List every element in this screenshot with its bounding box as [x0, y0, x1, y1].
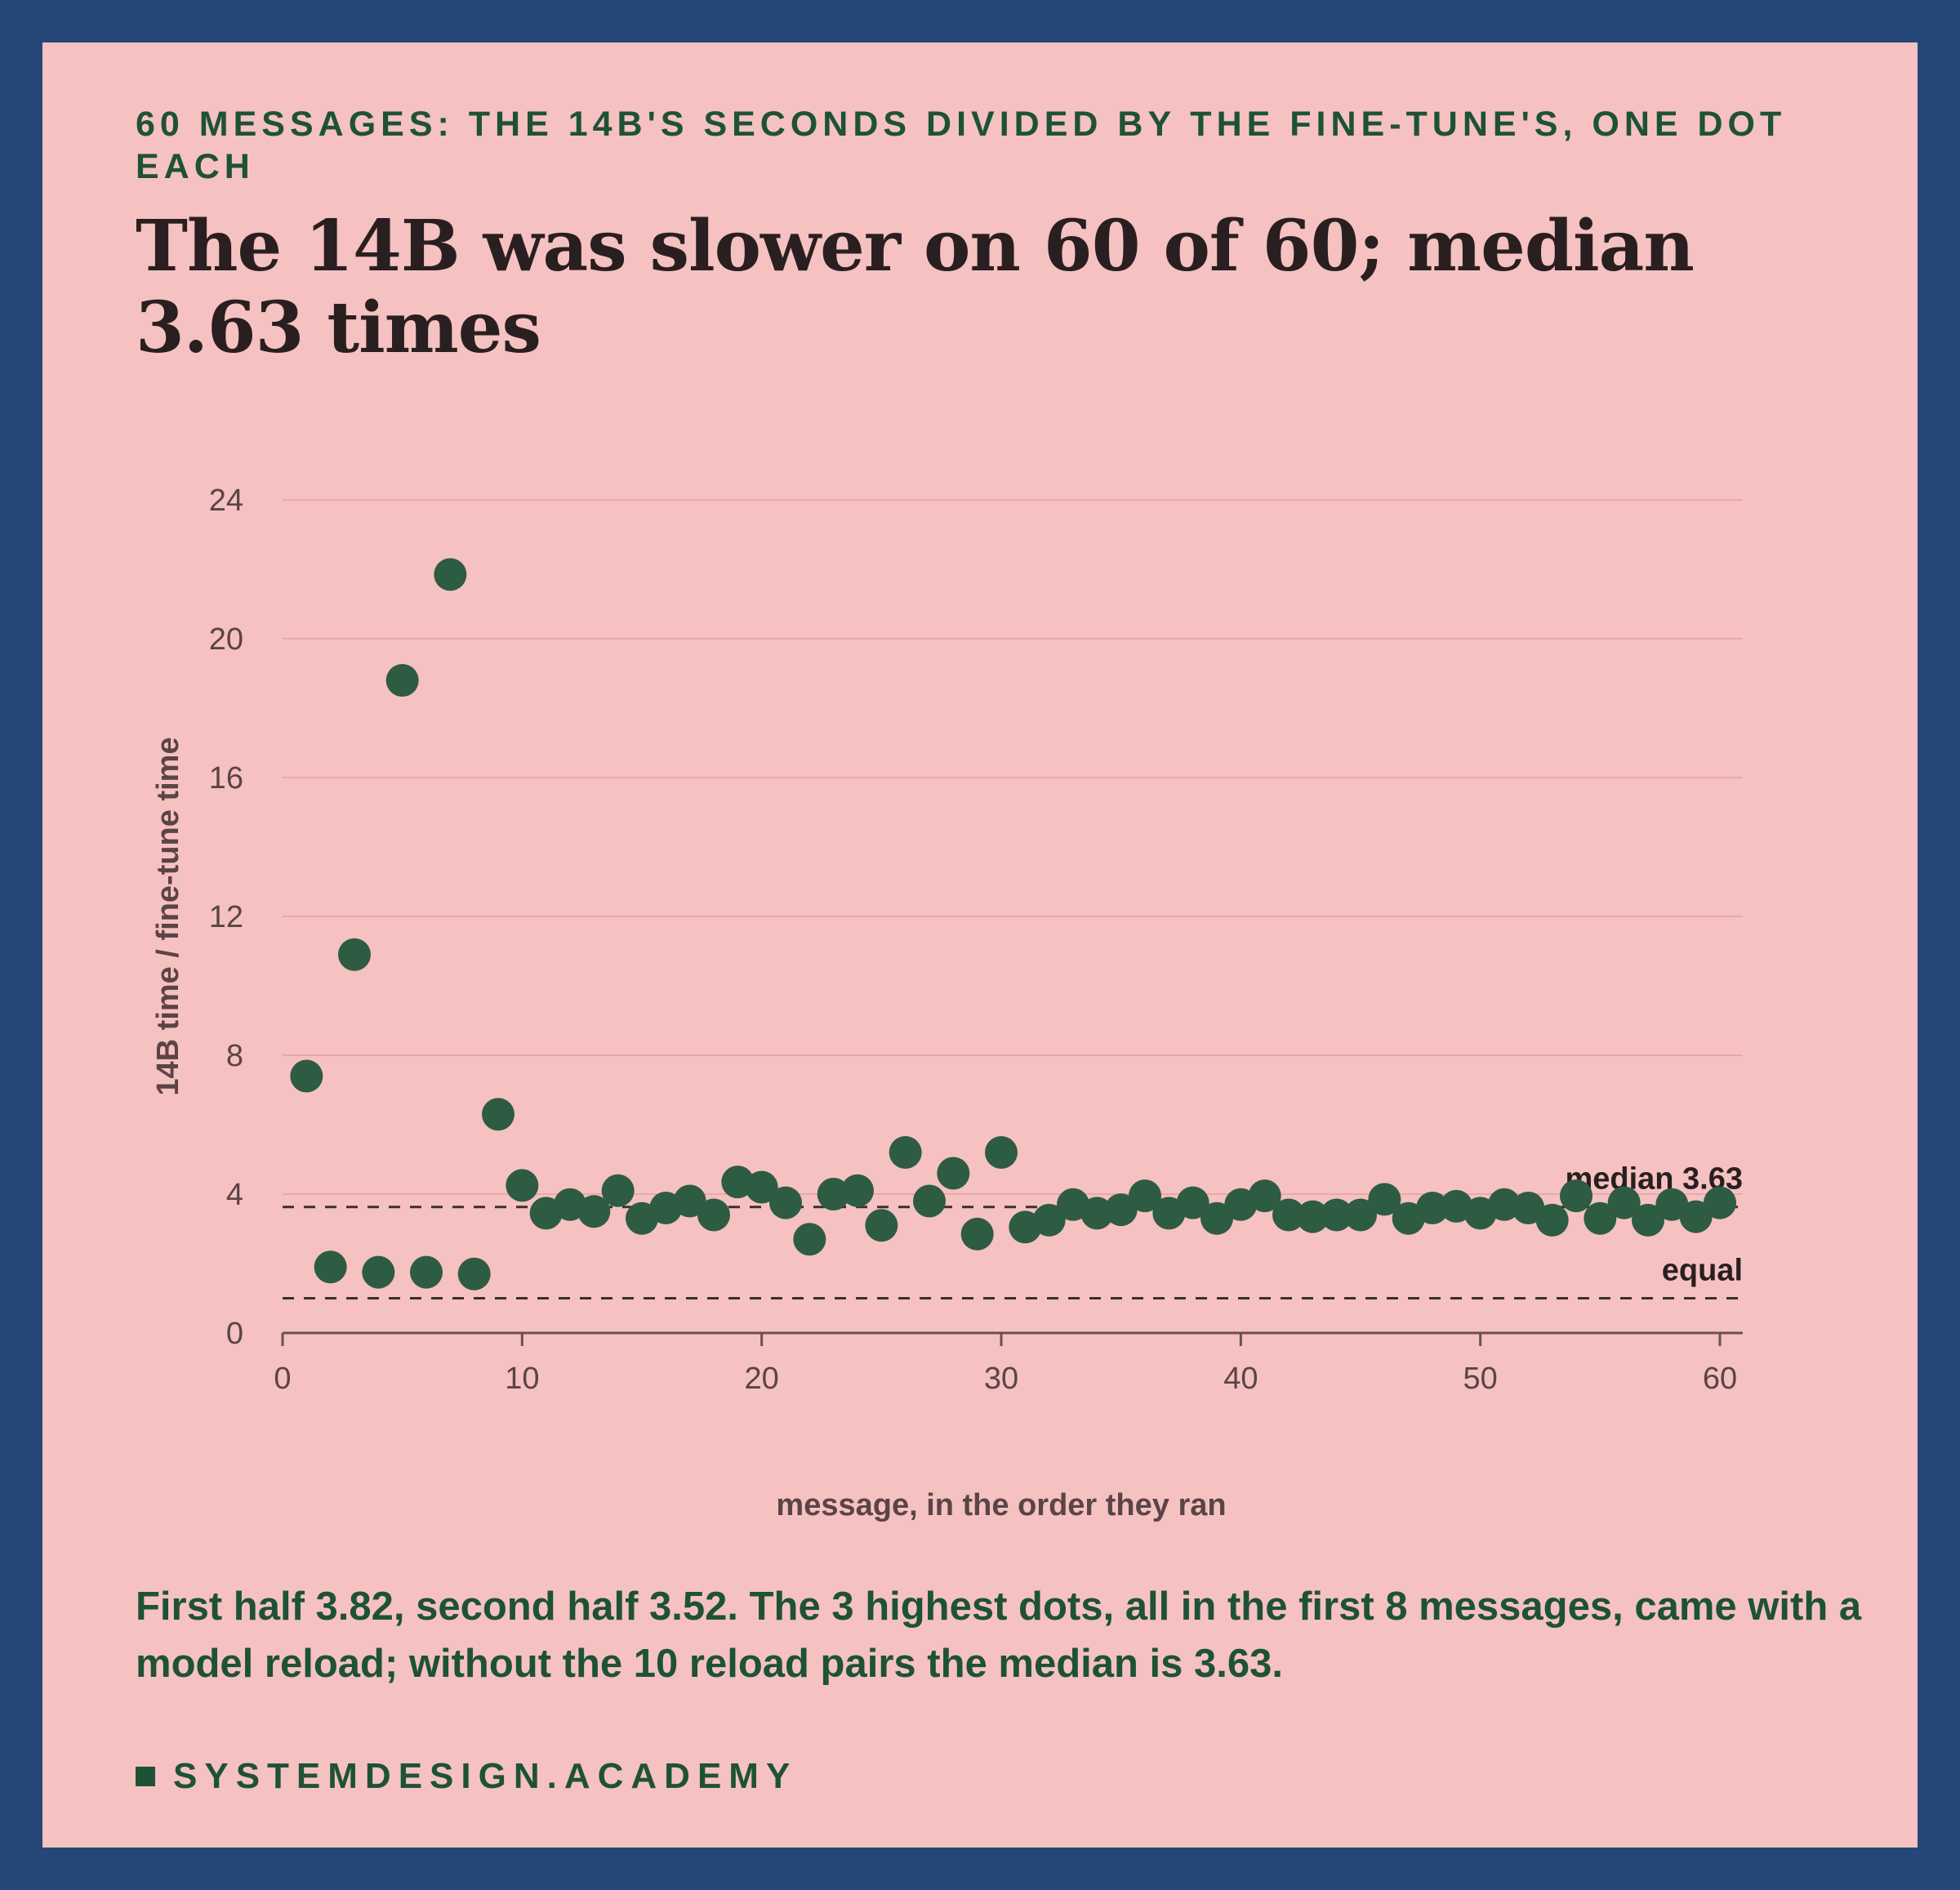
data-point	[1704, 1186, 1736, 1219]
data-point	[1176, 1186, 1209, 1219]
data-point	[434, 558, 467, 591]
y-tick-label: 0	[226, 1317, 243, 1351]
data-point	[673, 1184, 706, 1218]
data-point	[889, 1136, 922, 1169]
data-point	[697, 1198, 730, 1232]
x-axis-title: message, in the order they ran	[776, 1488, 1226, 1522]
data-point	[457, 1257, 491, 1290]
axes: 0 4 8 12 16 20 24 0 10 20 30 40 50 60	[209, 484, 1743, 1396]
y-tick-label: 24	[209, 484, 243, 518]
x-tick-label: 50	[1463, 1362, 1498, 1396]
x-tick-label: 10	[505, 1362, 539, 1396]
data-point	[1535, 1203, 1569, 1237]
chart-note: First half 3.82, second half 3.52. The 3…	[136, 1585, 1862, 1686]
data-point	[1368, 1183, 1401, 1216]
data-point	[817, 1178, 850, 1210]
data-point	[937, 1157, 970, 1190]
data-point	[1296, 1200, 1330, 1233]
data-point	[385, 664, 419, 697]
x-tick-label: 30	[984, 1362, 1018, 1396]
data-point	[506, 1169, 539, 1202]
y-tick-label: 16	[209, 761, 243, 796]
data-point	[1200, 1201, 1233, 1235]
data-point	[601, 1174, 635, 1207]
x-tick-label: 20	[745, 1362, 779, 1396]
data-point	[1488, 1188, 1521, 1221]
data-point	[1344, 1198, 1377, 1232]
brand-square-icon	[136, 1767, 155, 1786]
data-point	[314, 1250, 347, 1284]
y-tick-label: 8	[226, 1039, 243, 1073]
data-point	[793, 1223, 826, 1256]
data-point	[1032, 1203, 1066, 1237]
data-point	[362, 1255, 395, 1289]
data-point	[865, 1209, 898, 1242]
data-point	[1104, 1193, 1138, 1227]
data-point	[1272, 1198, 1305, 1232]
data-point	[1416, 1192, 1449, 1224]
y-tick-label: 12	[209, 900, 243, 934]
data-point	[1584, 1201, 1617, 1235]
x-tick-label: 0	[274, 1362, 291, 1396]
brand-name: SYSTEMDESIGN.ACADEMY	[173, 1756, 798, 1796]
data-points	[290, 558, 1736, 1290]
data-point	[1320, 1198, 1353, 1232]
data-point	[960, 1217, 994, 1250]
data-point	[1560, 1179, 1592, 1213]
data-point	[913, 1184, 946, 1218]
chart-kicker: 60 messages: the 14B's seconds divided b…	[136, 105, 1787, 186]
x-tick-label: 40	[1223, 1362, 1258, 1396]
data-point	[1129, 1179, 1161, 1213]
data-point	[1248, 1179, 1281, 1213]
data-point	[1679, 1200, 1713, 1233]
data-point	[1632, 1203, 1664, 1237]
chart-headline: The 14B was slower on 60 of 60; median 3…	[136, 205, 1695, 369]
y-axis-title: 14B time / fine-tune time	[151, 737, 185, 1095]
x-tick-label: 60	[1703, 1362, 1737, 1396]
data-point	[1607, 1186, 1641, 1219]
data-point	[577, 1195, 611, 1228]
data-point	[769, 1186, 802, 1219]
data-point	[985, 1136, 1018, 1169]
data-point	[410, 1255, 443, 1289]
y-tick-label: 4	[226, 1178, 243, 1212]
brand: SYSTEMDESIGN.ACADEMY	[136, 1756, 797, 1797]
data-point	[745, 1170, 778, 1204]
gridlines	[283, 499, 1743, 1195]
data-point	[290, 1059, 323, 1093]
y-tick-label: 20	[209, 622, 243, 657]
equal-label: equal	[1662, 1254, 1743, 1288]
data-point	[841, 1174, 874, 1207]
data-point	[1080, 1197, 1114, 1230]
data-point	[482, 1098, 514, 1131]
data-point	[338, 938, 371, 971]
